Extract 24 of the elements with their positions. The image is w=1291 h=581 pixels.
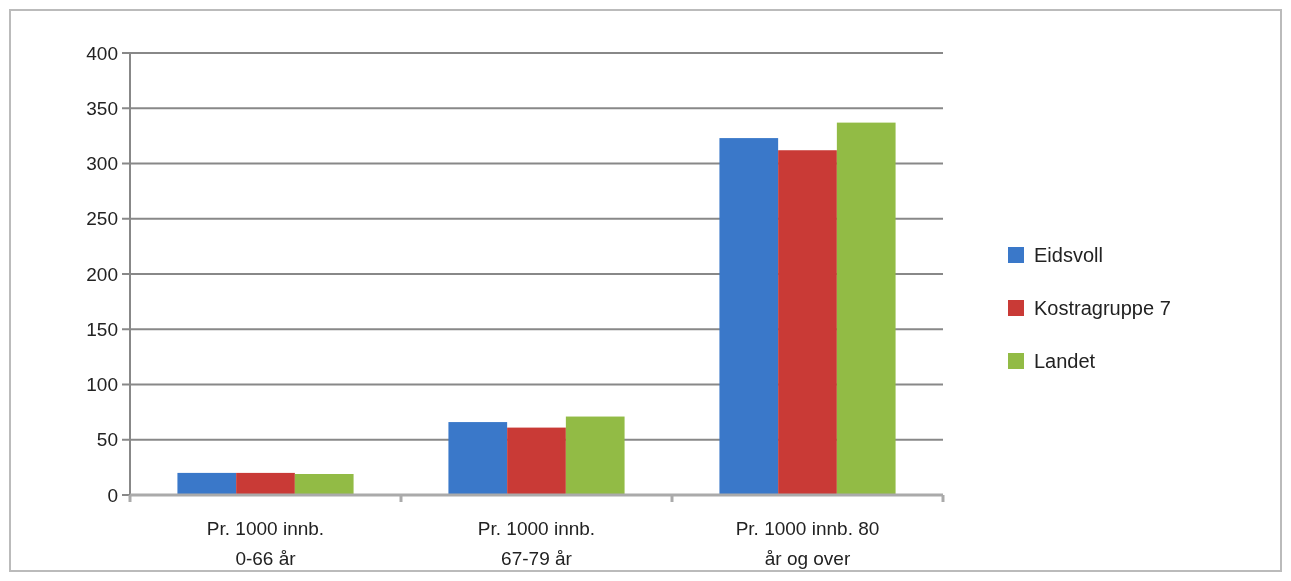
bar bbox=[294, 474, 354, 495]
bar bbox=[236, 472, 295, 495]
y-tick-label: 100 bbox=[86, 374, 118, 396]
bar bbox=[507, 427, 566, 495]
legend-label: Landet bbox=[1034, 350, 1096, 372]
y-tick-label: 250 bbox=[86, 208, 118, 230]
bar bbox=[719, 138, 779, 495]
y-tick-label: 150 bbox=[86, 318, 118, 340]
y-tick-label: 350 bbox=[86, 97, 118, 119]
bar bbox=[448, 422, 508, 495]
legend-label: Kostragruppe 7 bbox=[1034, 297, 1171, 319]
x-tick-label: Pr. 1000 innb. 0-66 år bbox=[206, 518, 325, 569]
bar bbox=[565, 416, 625, 495]
x-tick-label: Pr. 1000 innb. 80 år og over bbox=[735, 518, 880, 569]
x-tick-label: Pr. 1000 innb. 67-79 år bbox=[477, 518, 596, 569]
y-tick-label: 0 bbox=[107, 484, 118, 506]
bar bbox=[778, 150, 837, 495]
y-tick-label: 400 bbox=[86, 42, 118, 64]
y-tick-label: 200 bbox=[86, 263, 118, 285]
y-tick-label: 300 bbox=[86, 153, 118, 175]
legend-label: Eidsvoll bbox=[1034, 244, 1103, 266]
bar bbox=[177, 472, 237, 495]
bar bbox=[836, 122, 896, 495]
y-tick-label: 50 bbox=[96, 429, 118, 451]
